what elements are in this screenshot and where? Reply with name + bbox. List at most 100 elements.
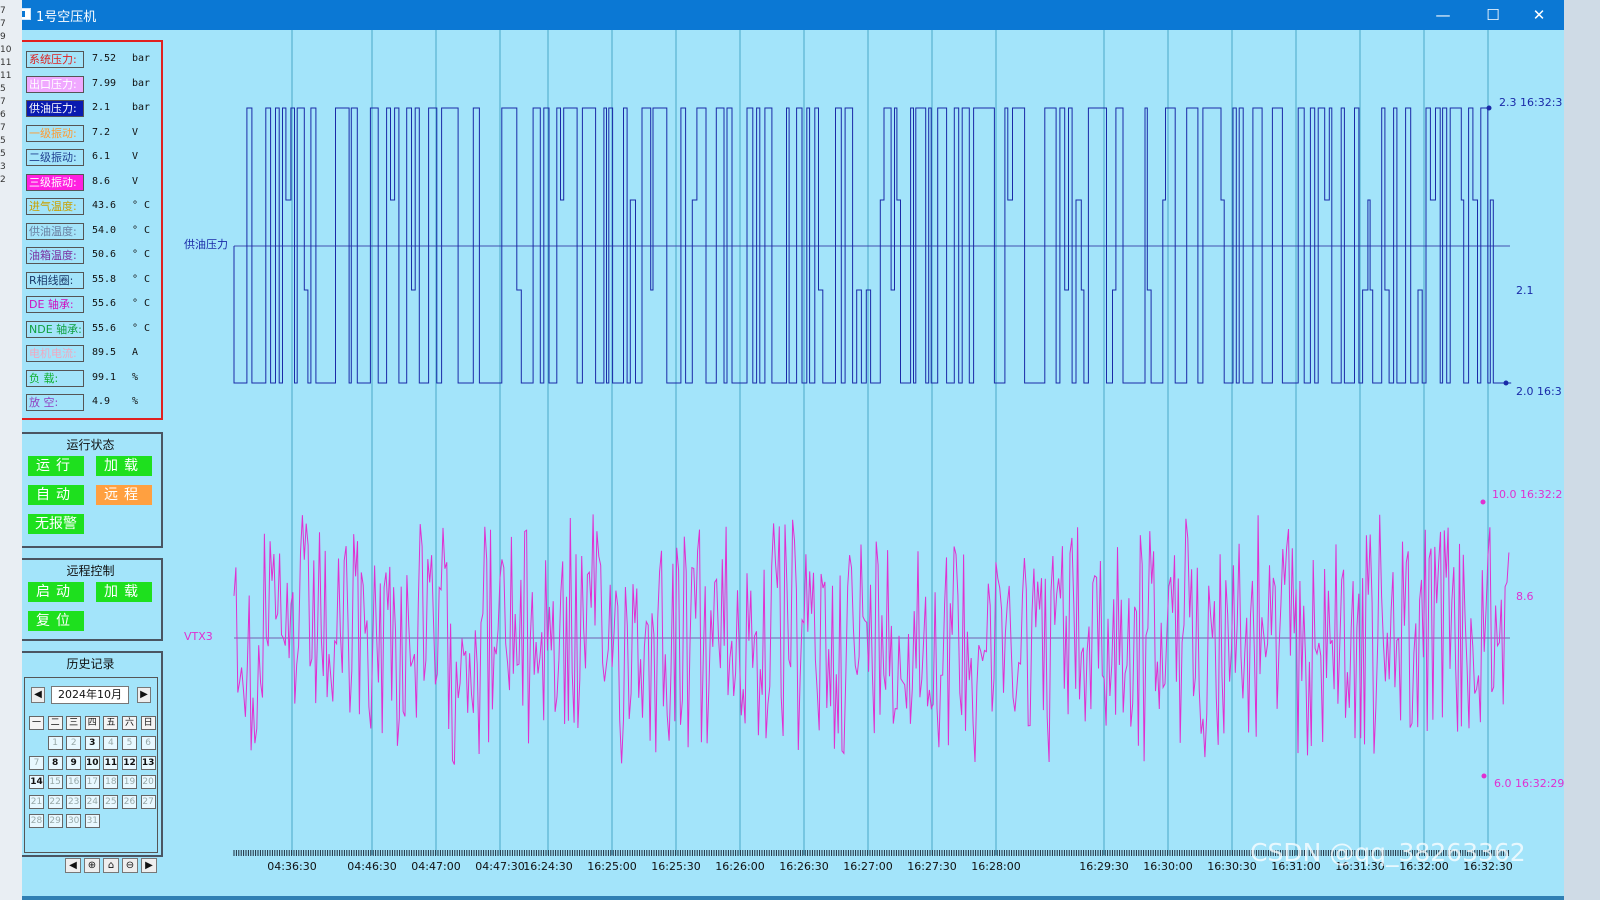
sensor-row: 一级振动: 7.2 V	[26, 124, 158, 143]
sensor-value: 55.6	[92, 298, 117, 309]
sensor-label: DE 轴承:	[26, 296, 84, 313]
calendar-day[interactable]: 9	[66, 755, 82, 770]
min-value-label: 6.0 16:32:29	[1494, 777, 1564, 790]
sensor-value: 7.2	[92, 126, 111, 138]
remote-button[interactable]: 加载	[96, 582, 152, 602]
remote-button[interactable]: 复位	[28, 611, 84, 631]
sensor-value: 7.99	[92, 77, 117, 89]
calendar-month[interactable]: 2024年10月	[51, 686, 129, 704]
zoom-out-icon[interactable]: ⊖	[122, 858, 138, 873]
sensor-value: 6.1	[92, 151, 111, 162]
calendar-day[interactable]: 20	[140, 775, 156, 790]
strip-digit: 5	[0, 149, 6, 159]
min-marker	[1481, 773, 1487, 779]
calendar-day[interactable]: 22	[47, 794, 63, 809]
sensor-label: 系统压力:	[26, 51, 84, 68]
calendar-day[interactable]: 16	[66, 775, 82, 790]
calendar-day[interactable]: 26	[122, 794, 137, 809]
strip-digit: 7	[0, 19, 6, 29]
sensor-label: 放 空:	[26, 394, 84, 411]
strip-digit: 9	[0, 32, 6, 42]
sensor-unit: %	[132, 371, 139, 383]
prev-page-icon[interactable]: ◀	[65, 858, 81, 873]
calendar-day[interactable]: 19	[122, 775, 137, 790]
status-button[interactable]: 无报警	[28, 514, 84, 534]
calendar-day[interactable]: 24	[84, 794, 100, 809]
prev-month-button[interactable]: ◀	[31, 687, 45, 703]
status-button[interactable]: 运行	[28, 456, 84, 476]
calendar-day[interactable]: 21	[29, 794, 44, 809]
sensor-unit: ° C	[132, 298, 151, 309]
calendar-day[interactable]: 3	[84, 736, 100, 750]
history-group: 历史记录 ◀ 2024年10月 ▶ 一二三四五六日 1 2 3 4 5 6 7 8 9 10 11 12…	[22, 651, 163, 873]
title-bar: 1号空压机 — ☐ ✕	[22, 0, 1564, 30]
sensor-row: 进气温度: 43.6 ° C	[26, 198, 158, 216]
minimize-button[interactable]: —	[1435, 6, 1451, 24]
calendar-day[interactable]: 2	[66, 736, 82, 750]
calendar-day[interactable]: 18	[103, 775, 119, 790]
status-button[interactable]: 自动	[28, 485, 84, 505]
calendar-day[interactable]: 12	[122, 755, 137, 770]
strip-digit: 3	[0, 162, 6, 172]
calendar-day[interactable]: 14	[29, 775, 44, 790]
calendar-day[interactable]: 7	[29, 755, 44, 770]
x-tick-label: 16:27:30	[907, 860, 956, 873]
current-value-label: 2.1	[1516, 284, 1534, 297]
close-button[interactable]: ✕	[1532, 6, 1546, 24]
calendar-day[interactable]: 13	[140, 755, 156, 770]
sensor-label: NDE 轴承:	[26, 320, 84, 338]
maximize-button[interactable]: ☐	[1486, 6, 1500, 24]
sensor-readings-panel: 系统压力: 7.52 bar 出口压力: 7.99 bar 供油压力: 2.1 bar 一级振动:…	[22, 40, 163, 420]
calendar-day[interactable]: 27	[140, 794, 156, 809]
next-page-icon[interactable]: ▶	[141, 858, 157, 873]
background-desktop-strip	[1564, 0, 1600, 900]
calendar-day[interactable]: 15	[47, 775, 63, 790]
sensor-row: 放 空: 4.9%	[26, 394, 158, 412]
series-line-oil-pressure	[233, 107, 1512, 384]
calendar-day[interactable]: 28	[29, 814, 44, 829]
calendar-weekday: 六	[122, 716, 137, 730]
status-button[interactable]: 加载	[96, 456, 152, 476]
sensor-unit: ° C	[132, 200, 151, 211]
x-tick-label: 04:47:00	[411, 860, 460, 873]
history-title: 历史记录	[66, 657, 115, 671]
calendar-day[interactable]: 30	[66, 814, 82, 829]
max-marker	[1486, 105, 1492, 111]
run-status-title: 运行状态	[66, 438, 115, 452]
calendar-weekday: 一	[29, 716, 44, 730]
calendar-day[interactable]: 29	[47, 814, 63, 829]
sensor-value: 2.1	[92, 102, 111, 113]
sensor-row: 二级振动: 6.1 V	[26, 149, 158, 167]
calendar-weekday: 二	[47, 716, 63, 730]
sensor-value: 8.6	[92, 175, 111, 187]
calendar-day[interactable]: 31	[84, 814, 100, 829]
calendar-day[interactable]: 25	[103, 794, 119, 809]
sensor-row: 系统压力: 7.52 bar	[26, 51, 158, 69]
remote-button[interactable]: 启动	[28, 582, 84, 602]
next-month-button[interactable]: ▶	[137, 687, 151, 703]
x-tick-label: 16:28:00	[971, 860, 1020, 873]
calendar-day[interactable]: 10	[84, 755, 100, 770]
sensor-label: 油箱温度:	[26, 247, 84, 264]
x-tick-label: 16:31:30	[1335, 860, 1384, 873]
calendar-day[interactable]: 6	[140, 736, 156, 750]
sensor-row: 油箱温度: 50.6 ° C	[26, 247, 158, 265]
sensor-value: 55.6	[92, 322, 117, 334]
background-window-strip: 7 7 9 10 11 11 5 7 6 7 5 5 3 2	[0, 0, 22, 900]
calendar-day[interactable]: 11	[103, 755, 119, 770]
calendar-day[interactable]: 23	[66, 794, 82, 809]
sensor-value: 89.5	[92, 347, 117, 358]
zoom-in-icon[interactable]: ⊕	[84, 858, 100, 873]
calendar-day[interactable]: 4	[103, 736, 119, 750]
calendar-day[interactable]: 17	[84, 775, 100, 790]
sensor-unit: %	[132, 396, 139, 407]
calendar-day[interactable]: 8	[47, 755, 63, 770]
series-name-label: 供油压力	[184, 237, 228, 251]
status-button[interactable]: 远程	[96, 485, 152, 505]
calendar-day[interactable]: 5	[122, 736, 137, 750]
app-window: 供油压力 2.3 16:32:3 2.1 2.0 16:3 VTX3 10.0 16:32…	[22, 0, 1564, 896]
min-value-label: 2.0 16:3	[1516, 385, 1562, 398]
sensor-row: 供油压力: 2.1 bar	[26, 100, 158, 118]
home-icon[interactable]: ⌂	[103, 858, 119, 873]
calendar-day[interactable]: 1	[47, 736, 63, 750]
